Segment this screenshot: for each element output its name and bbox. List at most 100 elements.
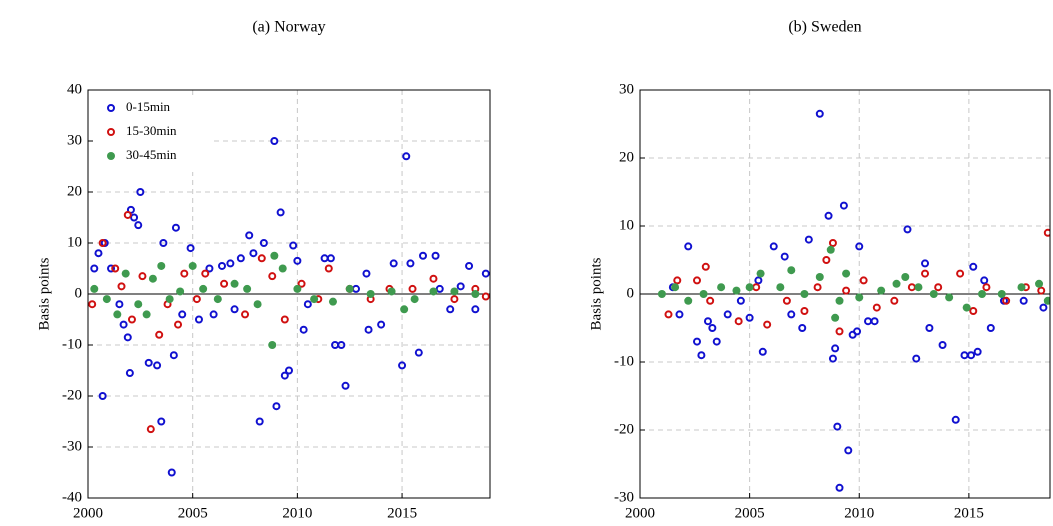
point bbox=[842, 286, 851, 295]
point bbox=[153, 361, 162, 370]
point bbox=[272, 402, 281, 411]
point bbox=[859, 276, 868, 285]
point bbox=[723, 310, 732, 319]
point bbox=[1002, 296, 1011, 305]
point bbox=[278, 264, 287, 273]
point bbox=[157, 261, 166, 270]
point bbox=[657, 290, 666, 298]
point bbox=[127, 315, 136, 324]
point bbox=[90, 264, 99, 273]
point bbox=[967, 351, 976, 360]
point bbox=[708, 324, 717, 332]
point bbox=[257, 254, 266, 263]
point bbox=[253, 300, 262, 309]
point bbox=[328, 297, 337, 306]
point bbox=[456, 282, 465, 291]
point bbox=[853, 327, 862, 336]
point bbox=[664, 310, 673, 319]
y-tick-label: 30 bbox=[619, 81, 634, 97]
point bbox=[201, 269, 210, 278]
point bbox=[804, 235, 813, 244]
point bbox=[243, 284, 252, 293]
point bbox=[226, 259, 235, 268]
x-tick-label: 2015 bbox=[387, 505, 417, 521]
point bbox=[986, 324, 995, 332]
point bbox=[188, 261, 197, 270]
point bbox=[877, 286, 886, 295]
point bbox=[673, 276, 682, 285]
point bbox=[745, 313, 754, 322]
point bbox=[815, 109, 824, 118]
point bbox=[362, 269, 371, 278]
point bbox=[431, 251, 440, 260]
point bbox=[446, 305, 455, 314]
point bbox=[293, 256, 302, 265]
y-tick-label: 20 bbox=[619, 149, 634, 165]
point bbox=[178, 310, 187, 319]
point bbox=[703, 317, 712, 326]
x-tick-label: 2000 bbox=[625, 505, 655, 521]
point bbox=[758, 347, 767, 356]
point bbox=[230, 305, 239, 314]
point bbox=[1039, 303, 1048, 312]
point bbox=[815, 273, 824, 281]
point bbox=[148, 274, 157, 283]
y-tick-label: 20 bbox=[67, 183, 82, 199]
point bbox=[934, 283, 943, 292]
point bbox=[962, 303, 971, 312]
point bbox=[146, 425, 155, 434]
y-tick-label: 0 bbox=[627, 285, 635, 301]
point bbox=[276, 208, 285, 217]
point bbox=[671, 283, 680, 292]
point bbox=[303, 300, 312, 309]
point bbox=[872, 303, 881, 312]
legend-label: 15-30min bbox=[126, 123, 177, 138]
point bbox=[901, 273, 910, 281]
point bbox=[167, 468, 176, 477]
point bbox=[864, 317, 873, 326]
point bbox=[925, 324, 934, 332]
plot-frame bbox=[87, 89, 491, 499]
point bbox=[94, 249, 103, 258]
point bbox=[102, 295, 111, 304]
point bbox=[268, 341, 277, 349]
point bbox=[833, 422, 842, 431]
point bbox=[903, 225, 912, 234]
point bbox=[844, 446, 853, 455]
point bbox=[419, 251, 427, 260]
point bbox=[324, 264, 333, 273]
point bbox=[914, 283, 923, 292]
point bbox=[465, 261, 474, 270]
point bbox=[471, 290, 480, 298]
point bbox=[471, 305, 480, 314]
point bbox=[828, 354, 837, 363]
point bbox=[180, 269, 189, 278]
point bbox=[410, 295, 419, 304]
point bbox=[297, 279, 306, 288]
point bbox=[310, 295, 319, 304]
point bbox=[754, 276, 763, 285]
point bbox=[855, 242, 864, 251]
y-tick-label: 40 bbox=[67, 81, 82, 97]
point bbox=[107, 264, 116, 273]
point bbox=[980, 276, 989, 285]
point bbox=[717, 283, 726, 292]
point bbox=[732, 286, 741, 295]
point bbox=[209, 310, 218, 319]
point bbox=[174, 320, 183, 329]
y-tick-label: -20 bbox=[614, 421, 634, 437]
point bbox=[429, 287, 438, 296]
point bbox=[192, 295, 201, 304]
x-tick-label: 2005 bbox=[735, 505, 765, 521]
point bbox=[138, 272, 147, 281]
point bbox=[176, 287, 185, 296]
point bbox=[280, 315, 289, 324]
point bbox=[171, 223, 180, 232]
point bbox=[481, 292, 490, 301]
point bbox=[684, 296, 693, 305]
point bbox=[364, 325, 373, 334]
y-tick-label: -30 bbox=[614, 489, 634, 505]
point bbox=[956, 269, 965, 278]
point bbox=[387, 287, 396, 296]
